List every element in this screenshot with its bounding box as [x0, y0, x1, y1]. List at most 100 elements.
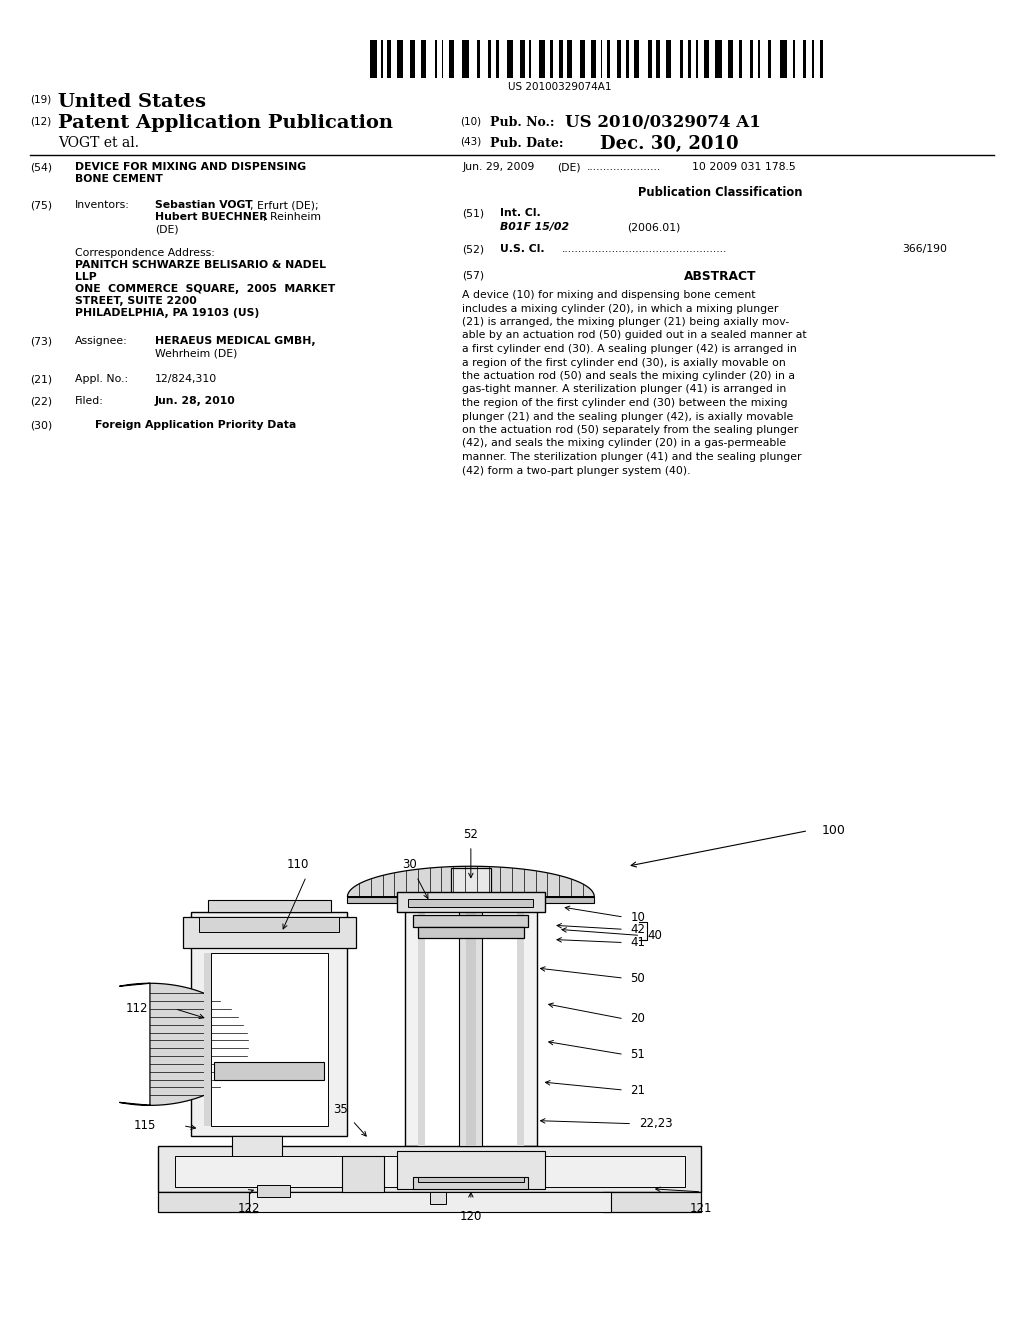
Text: gas-tight manner. A sterilization plunger (41) is arranged in: gas-tight manner. A sterilization plunge…	[462, 384, 786, 395]
Bar	[387, 40, 391, 78]
Bar	[191, 912, 347, 1137]
Text: ......................: ......................	[587, 162, 662, 172]
Bar	[200, 917, 339, 932]
Bar	[462, 40, 469, 78]
Text: 30: 30	[402, 858, 418, 871]
Bar	[634, 40, 639, 78]
Text: (51): (51)	[462, 209, 484, 218]
Bar	[410, 40, 415, 78]
Text: 20: 20	[631, 1012, 645, 1026]
Bar	[396, 1151, 545, 1189]
Bar	[441, 40, 443, 78]
Bar	[460, 896, 482, 1146]
Text: (21): (21)	[30, 374, 52, 384]
Polygon shape	[120, 983, 249, 1105]
Bar	[232, 1137, 282, 1167]
Text: 112: 112	[125, 1002, 147, 1015]
Bar	[421, 40, 426, 78]
Bar	[728, 40, 733, 78]
Text: plunger (21) and the sealing plunger (42), is axially movable: plunger (21) and the sealing plunger (42…	[462, 412, 794, 421]
Bar	[435, 40, 437, 78]
Text: (43): (43)	[460, 137, 481, 147]
Text: 51: 51	[631, 1048, 645, 1061]
Text: able by an actuation rod (50) guided out in a sealed manner at: able by an actuation rod (50) guided out…	[462, 330, 807, 341]
Bar	[601, 40, 602, 78]
Text: ABSTRACT: ABSTRACT	[684, 271, 757, 282]
Text: ONE  COMMERCE  SQUARE,  2005  MARKET: ONE COMMERCE SQUARE, 2005 MARKET	[75, 284, 335, 294]
Text: STREET, SUITE 2200: STREET, SUITE 2200	[75, 296, 197, 306]
Bar	[487, 40, 492, 78]
Text: United States: United States	[58, 92, 206, 111]
Bar	[175, 1156, 685, 1187]
Text: (42) form a two-part plunger system (40).: (42) form a two-part plunger system (40)…	[462, 466, 690, 475]
Text: 115: 115	[133, 1119, 156, 1133]
Text: 21: 21	[631, 1084, 645, 1097]
Text: Appl. No.:: Appl. No.:	[75, 374, 128, 384]
Bar	[607, 40, 610, 78]
Text: U.S. Cl.: U.S. Cl.	[500, 244, 545, 253]
Bar	[780, 40, 786, 78]
Text: .................................................: ........................................…	[562, 244, 727, 253]
Text: includes a mixing cylinder (20), in which a mixing plunger: includes a mixing cylinder (20), in whic…	[462, 304, 778, 314]
Text: , Reinheim: , Reinheim	[263, 213, 321, 222]
Bar	[409, 899, 534, 907]
Text: Int. Cl.: Int. Cl.	[500, 209, 541, 218]
Bar	[452, 869, 490, 896]
Text: Assignee:: Assignee:	[75, 337, 128, 346]
Bar	[567, 40, 572, 78]
Bar	[580, 40, 585, 78]
Bar	[347, 896, 594, 903]
Bar	[507, 40, 513, 78]
Text: Foreign Application Priority Data: Foreign Application Priority Data	[95, 420, 296, 430]
Text: the actuation rod (50) and seals the mixing cylinder (20) in a: the actuation rod (50) and seals the mix…	[462, 371, 795, 381]
Bar	[496, 40, 499, 78]
Text: Jun. 28, 2010: Jun. 28, 2010	[155, 396, 236, 407]
Text: on the actuation rod (50) separately from the sealing plunger: on the actuation rod (50) separately fro…	[462, 425, 799, 436]
Text: 10 2009 031 178.5: 10 2009 031 178.5	[692, 162, 796, 172]
Bar	[680, 40, 683, 78]
Bar	[768, 40, 771, 78]
Bar	[616, 40, 622, 78]
Bar	[666, 40, 671, 78]
Text: Pub. Date:: Pub. Date:	[490, 137, 563, 150]
Bar	[602, 1192, 701, 1212]
Text: DEVICE FOR MIXING AND DISPENSING: DEVICE FOR MIXING AND DISPENSING	[75, 162, 306, 172]
Bar	[342, 1156, 384, 1192]
Bar	[158, 1146, 701, 1192]
Text: Dec. 30, 2010: Dec. 30, 2010	[600, 135, 738, 153]
Bar	[519, 40, 524, 78]
Bar	[414, 1176, 528, 1189]
Bar	[418, 1176, 523, 1181]
Text: US 2010/0329074 A1: US 2010/0329074 A1	[565, 114, 761, 131]
Bar	[208, 900, 331, 912]
Bar	[739, 40, 742, 78]
Bar	[803, 40, 806, 78]
Bar	[418, 907, 425, 1146]
Polygon shape	[347, 866, 594, 896]
Text: US 20100329074A1: US 20100329074A1	[508, 82, 611, 92]
Bar	[204, 953, 211, 1126]
Text: Jun. 29, 2009: Jun. 29, 2009	[462, 162, 535, 172]
Bar	[418, 927, 523, 939]
Bar	[812, 40, 814, 78]
Text: 52: 52	[464, 828, 478, 841]
Bar	[406, 907, 537, 1146]
Text: (DE): (DE)	[557, 162, 581, 172]
Text: Filed:: Filed:	[75, 396, 103, 407]
Text: 12/824,310: 12/824,310	[155, 374, 217, 384]
Text: (22): (22)	[30, 396, 52, 407]
Text: 22,23: 22,23	[639, 1117, 673, 1130]
Text: Inventors:: Inventors:	[75, 201, 130, 210]
Bar	[529, 40, 530, 78]
Bar	[591, 40, 596, 78]
Text: 35: 35	[334, 1102, 348, 1115]
Bar	[703, 40, 709, 78]
Bar	[648, 40, 651, 78]
Bar	[820, 40, 823, 78]
Bar	[517, 907, 523, 1146]
Text: manner. The sterilization plunger (41) and the sealing plunger: manner. The sterilization plunger (41) a…	[462, 451, 802, 462]
Bar	[425, 907, 517, 1146]
Text: a first cylinder end (30). A sealing plunger (42) is arranged in: a first cylinder end (30). A sealing plu…	[462, 345, 797, 354]
Text: (2006.01): (2006.01)	[627, 222, 680, 232]
Text: 10: 10	[631, 911, 645, 924]
